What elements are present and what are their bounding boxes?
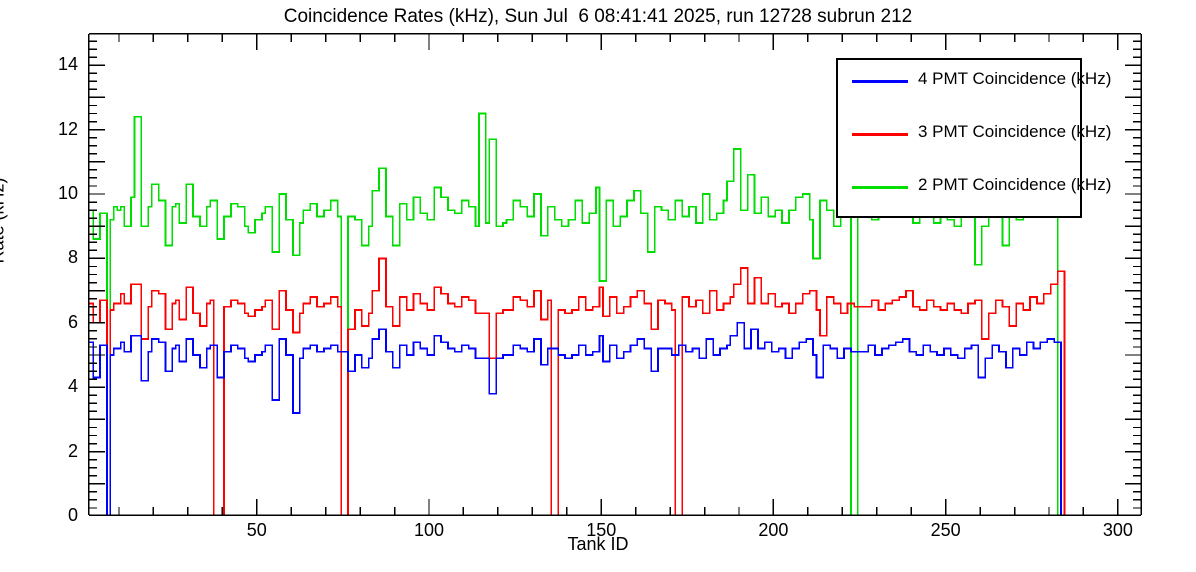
legend-label: 2 PMT Coincidence (kHz) (918, 175, 1112, 194)
x-tick-label: 150 (586, 520, 617, 540)
y-tick-label: 12 (57, 118, 78, 139)
y-axis-label: Rate (kHz) (0, 177, 8, 264)
x-tick-label: 300 (1102, 520, 1133, 540)
legend-label: 3 PMT Coincidence (kHz) (918, 122, 1112, 141)
x-tick-label: 100 (413, 520, 445, 540)
x-tick-label: 50 (246, 520, 267, 540)
page-title: Coincidence Rates (kHz), Sun Jul 6 08:41… (283, 6, 913, 27)
x-tick-label: 250 (930, 520, 961, 540)
series-trace-3 (88, 321, 1082, 516)
legend-color-swatch (852, 133, 908, 136)
y-tick-label: 0 (67, 505, 78, 525)
legend-color-swatch (852, 80, 908, 83)
series-trace-2 (88, 257, 1086, 516)
axis-frame (88, 33, 1142, 516)
y-tick-label: 14 (57, 54, 78, 75)
legend-entry[interactable]: 3 PMT Coincidence (kHz) (838, 115, 1111, 155)
legend-entry[interactable]: 2 PMT Coincidence (kHz) (838, 168, 1111, 208)
legend-label: 4 PMT Coincidence (kHz) (918, 69, 1112, 88)
y-tick-label: 6 (67, 311, 78, 332)
y-tick-label: 10 (57, 183, 78, 203)
x-axis-label: Tank ID (567, 534, 629, 554)
y-tick-label: 2 (67, 440, 78, 461)
x-tick-label: 200 (758, 520, 789, 540)
legend: 4 PMT Coincidence (kHz) 3 PMT Coincidence… (836, 58, 1111, 218)
legend-color-swatch (852, 186, 908, 189)
legend-entry[interactable]: 4 PMT Coincidence (kHz) (838, 62, 1111, 102)
y-tick-label: 4 (67, 376, 78, 397)
y-tick-label: 8 (67, 247, 78, 268)
